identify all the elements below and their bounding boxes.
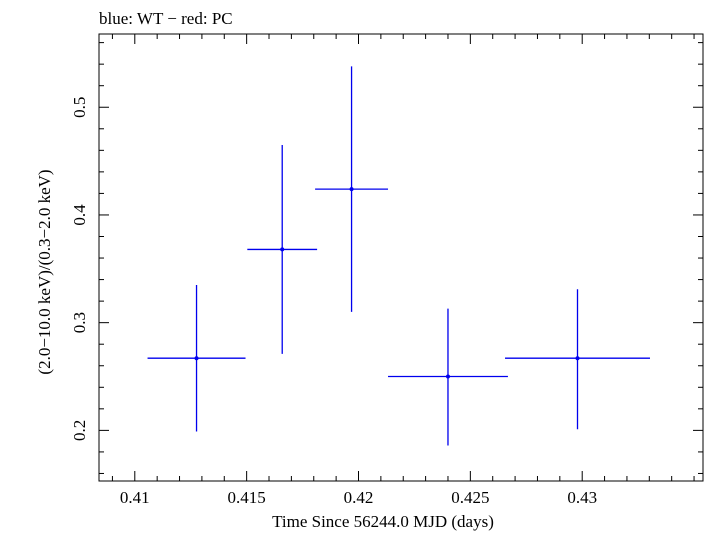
y-tick-label: 0.3 [70, 312, 89, 333]
data-point [247, 144, 318, 354]
data-point [315, 66, 389, 312]
data-marks [147, 66, 650, 446]
chart-title: blue: WT − red: PC [99, 9, 233, 28]
y-axis-label: (2.0−10.0 keV)/(0.3−2.0 keV) [35, 169, 54, 374]
x-tick-label: 0.42 [344, 488, 374, 507]
point-marker [445, 374, 450, 379]
axis-ticks [99, 34, 703, 481]
x-tick-label: 0.43 [567, 488, 597, 507]
point-marker [349, 187, 354, 192]
y-tick-label: 0.5 [70, 97, 89, 118]
point-marker [575, 356, 580, 361]
axis-tick-labels: 0.41 0.415 0.42 0.425 0.43 0.2 0.3 0.4 0.5 [70, 97, 597, 507]
x-tick-label: 0.41 [120, 488, 150, 507]
y-tick-label: 0.2 [70, 420, 89, 441]
data-point [505, 289, 650, 430]
point-marker [280, 247, 285, 252]
x-axis-label: Time Since 56244.0 MJD (days) [272, 512, 494, 531]
data-point [147, 284, 246, 432]
data-point [388, 308, 508, 446]
plot-frame [98, 33, 704, 482]
x-tick-label: 0.425 [451, 488, 489, 507]
y-tick-label: 0.4 [70, 204, 89, 226]
point-marker [194, 356, 199, 361]
x-tick-label: 0.415 [228, 488, 266, 507]
